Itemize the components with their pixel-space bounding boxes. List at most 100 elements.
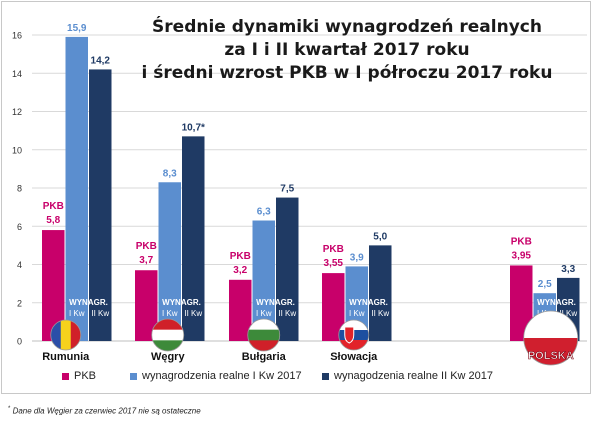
flag-stripe-wegry-0 [151,319,184,331]
flag-slowacja [338,320,369,350]
y-tick-label-4: 4 [17,260,22,270]
chart-title-line-3: i średni wzrost PKB w I półroczu 2017 ro… [141,63,553,83]
flag-stripe-bulgaria-2 [247,340,280,351]
bar-rumunia-series-0 [42,230,65,341]
category-label-bulgaria: Bułgaria [242,351,287,363]
data-label-slowacja-series-0-name: PKB [323,244,344,255]
flag-stripe-slowacja-0 [338,320,369,331]
data-label-slowacja-series-0: 3,55 [324,258,344,269]
data-label-polska-series-2: 3,3 [561,264,575,275]
inner-label-polska-series-2: II Kw [559,309,577,318]
inner-label-bulgaria-series-1: I Kw [256,309,272,318]
data-label-bulgaria-series-1: 6,3 [257,207,271,218]
flag-stripe-wegry-2 [151,340,184,351]
flag-stripe-bulgaria-0 [247,319,280,331]
y-tick-label-2: 2 [17,298,22,308]
flag-stripe-wegry-1 [151,329,184,341]
y-tick-label-0: 0 [17,337,22,347]
legend-item-wynagrodzenia-ii-kw: wynagodzenia realne II Kw 2017 [322,370,493,382]
bar-bulgaria-series-1 [252,220,275,341]
bar-rumunia-series-2 [89,69,112,342]
data-label-slowacja-series-2: 5,0 [373,231,387,242]
legend-swatch-wynagrodzenia-i-kw [130,372,137,380]
flag-ring-wegry [151,318,185,352]
data-label-bulgaria-series-0-name: PKB [230,251,251,262]
data-label-wegry-series-0-name: PKB [136,241,157,252]
inner-overlay-rumunia: WYNAGR. [69,298,108,307]
category-label-polska: POLSKA [528,350,574,362]
flag-stripe-rumunia-2 [70,320,81,350]
category-label-wegry: Węgry [151,351,186,363]
bar-rumunia-series-1 [65,36,88,341]
chart-frame: 0 2 4 6 8 10 12 14 16 PKB 5,8 15,9 I Kw 14,2 II Kw WYNA… [1,1,591,394]
data-label-bulgaria-series-2: 7,5 [280,184,294,195]
bar-slowacja-series-0 [322,273,345,341]
bar-wegry-series-0 [135,270,158,341]
legend-label-wynagrodzenia-i-kw: wynagrodzenia realne I Kw 2017 [142,370,302,382]
data-label-bulgaria-series-0: 3,2 [233,265,247,276]
data-label-slowacja-series-1: 3,9 [350,252,364,263]
flag-stripe-rumunia-1 [60,320,72,350]
inner-overlay-wegry: WYNAGR. [162,298,201,307]
bar-bulgaria-series-0 [229,279,252,341]
inner-label-rumunia-series-1: I Kw [69,309,85,318]
legend-label-wynagrodzenia-ii-kw: wynagodzenia realne II Kw 2017 [334,370,493,382]
footnote-text: Dane dla Węgier za czerwiec 2017 nie są … [12,406,201,416]
data-label-rumunia-series-0: 5,8 [46,215,60,226]
data-label-polska-series-0-name: PKB [511,236,532,247]
inner-overlay-slowacja: WYNAGR. [349,298,388,307]
y-tick-label-14: 14 [12,69,22,79]
inner-label-bulgaria-series-2: II Kw [278,309,296,318]
inner-label-wegry-series-1: I Kw [162,309,178,318]
data-label-polska-series-0: 3,95 [512,250,532,261]
flag-wegry [151,319,184,351]
data-label-wegry-series-0: 3,7 [139,255,153,266]
flag-stripe-rumunia-0 [50,320,62,350]
footnote-marker: * [8,406,11,412]
legend-item-pkb: PKB [62,370,96,382]
legend-item-wynagrodzenia-i-kw: wynagrodzenia realne I Kw 2017 [130,370,302,382]
y-tick-label-10: 10 [12,145,22,155]
y-tick-label-8: 8 [17,184,22,194]
data-label-rumunia-series-1: 15,9 [67,23,87,34]
flag-stripe-bulgaria-1 [247,329,280,341]
flag-stripe-slowacja-2 [338,340,369,350]
flag-rumunia [50,320,81,350]
legend-swatch-wynagrodzenia-ii-kw [322,372,329,380]
category-label-rumunia: Rumunia [42,351,90,363]
y-tick-label-6: 6 [17,222,22,232]
flag-bulgaria [247,319,280,351]
chart-title-line-1: Średnie dynamiki wynagrodzeń realnych [152,17,542,37]
chart-title: Średnie dynamiki wynagrodzeń realnych za… [132,16,562,85]
data-label-wegry-series-1: 8,3 [163,168,177,179]
flag-ring-rumunia [50,319,82,351]
category-label-slowacja: Słowacja [330,351,378,363]
inner-label-rumunia-series-2: II Kw [91,309,109,318]
y-tick-label-16: 16 [12,31,22,41]
footnote: * Dane dla Węgier za czerwiec 2017 nie s… [8,406,201,416]
bar-bulgaria-series-2 [276,197,299,341]
legend-label-pkb: PKB [74,370,97,382]
bar-wegry-series-2 [182,136,205,341]
flag-ring-polska [523,310,579,366]
chart-title-line-2: za I i II kwartał 2017 roku [224,40,470,60]
inner-overlay-polska: WYNAGR. [537,298,576,307]
inner-overlay-bulgaria: WYNAGR. [256,298,295,307]
inner-label-slowacja-series-1: I Kw [349,309,365,318]
bar-wegry-series-1 [158,182,181,341]
flag-ring-slowacja [338,319,370,351]
inner-label-wegry-series-2: II Kw [184,309,202,318]
chart-legend: PKB wynagrodzenia realne I Kw 2017 wynag… [62,370,532,386]
bar-polska-series-0 [510,265,533,341]
inner-label-slowacja-series-2: II Kw [371,309,389,318]
flag-slowacja-coat-of-arms [344,326,355,344]
legend-swatch-pkb [62,372,69,380]
flag-ring-bulgaria [247,318,281,352]
data-label-polska-series-1: 2,5 [538,279,552,290]
data-label-rumunia-series-2: 14,2 [91,55,111,66]
bar-slowacja-series-2 [369,245,392,341]
chart-plot: 0 2 4 6 8 10 12 14 16 PKB 5,8 15,9 I Kw 14,2 II Kw WYNA… [12,23,587,366]
y-tick-label-12: 12 [12,107,22,117]
data-label-wegry-series-2: 10,7* [182,122,205,133]
data-label-rumunia-series-0-name: PKB [43,201,64,212]
